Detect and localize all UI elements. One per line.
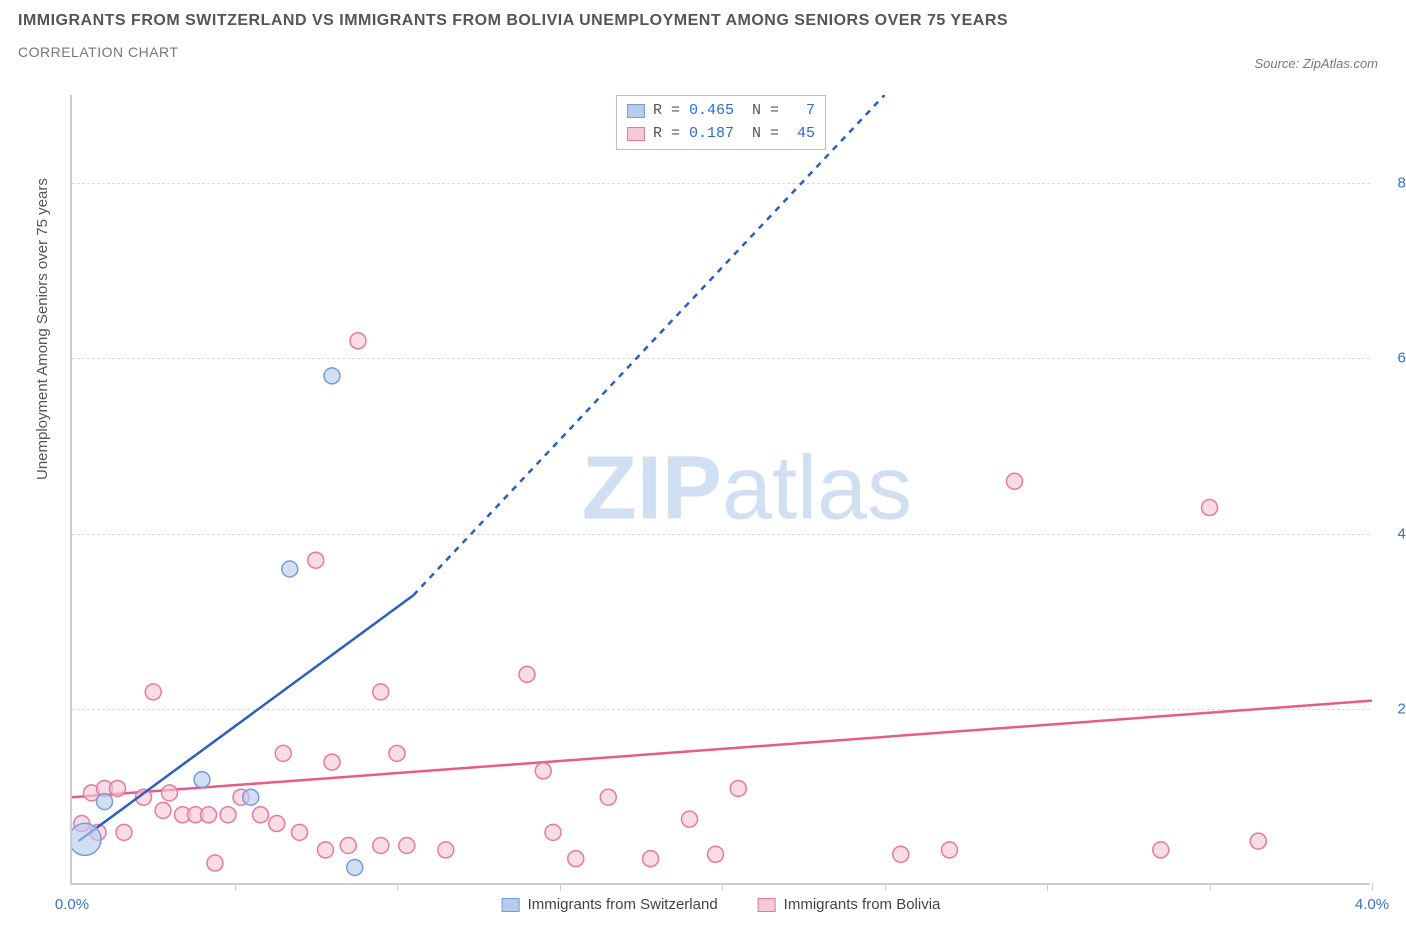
legend-series: Immigrants from Switzerland Immigrants fr… xyxy=(502,896,941,913)
source-attribution: Source: ZipAtlas.com xyxy=(1254,56,1378,71)
data-point xyxy=(893,846,909,862)
chart-subtitle: CORRELATION CHART xyxy=(18,44,1008,60)
data-point xyxy=(308,552,324,568)
data-point xyxy=(347,859,363,875)
data-point xyxy=(275,745,291,761)
regression-line xyxy=(72,701,1372,798)
legend-swatch xyxy=(627,127,645,141)
legend-swatch xyxy=(758,898,776,912)
data-point xyxy=(1250,833,1266,849)
data-point xyxy=(116,824,132,840)
data-point xyxy=(324,368,340,384)
data-point xyxy=(682,811,698,827)
chart-area: ZIPatlas R = 0.465 N = 7R = 0.187 N = 45… xyxy=(70,95,1370,885)
data-point xyxy=(97,794,113,810)
y-tick-label: 40.0% xyxy=(1380,525,1406,542)
x-tick-label: 4.0% xyxy=(1355,896,1389,913)
chart-title: IMMIGRANTS FROM SWITZERLAND VS IMMIGRANT… xyxy=(18,12,1008,30)
chart-header: IMMIGRANTS FROM SWITZERLAND VS IMMIGRANT… xyxy=(18,12,1008,60)
legend-label: Immigrants from Switzerland xyxy=(528,896,718,913)
y-tick-label: 20.0% xyxy=(1380,701,1406,718)
legend-item: Immigrants from Switzerland xyxy=(502,896,718,913)
legend-stats: R = 0.465 N = 7R = 0.187 N = 45 xyxy=(616,95,826,150)
data-point xyxy=(340,838,356,854)
data-point xyxy=(194,772,210,788)
y-tick-label: 60.0% xyxy=(1380,350,1406,367)
data-point xyxy=(243,789,259,805)
x-tick-label: 0.0% xyxy=(55,896,89,913)
data-point xyxy=(72,823,101,855)
data-point xyxy=(220,807,236,823)
plot-svg xyxy=(72,95,1372,885)
data-point xyxy=(643,851,659,867)
data-point xyxy=(389,745,405,761)
data-point xyxy=(399,838,415,854)
data-point xyxy=(568,851,584,867)
data-point xyxy=(162,785,178,801)
legend-stat-row: R = 0.187 N = 45 xyxy=(627,123,815,146)
data-point xyxy=(600,789,616,805)
legend-label: Immigrants from Bolivia xyxy=(784,896,941,913)
data-point xyxy=(438,842,454,858)
data-point xyxy=(207,855,223,871)
legend-stat-row: R = 0.465 N = 7 xyxy=(627,100,815,123)
x-tick xyxy=(1372,883,1373,891)
legend-stat-text: R = 0.465 N = 7 xyxy=(653,100,815,123)
data-point xyxy=(942,842,958,858)
data-point xyxy=(110,780,126,796)
data-point xyxy=(269,816,285,832)
legend-swatch xyxy=(627,104,645,118)
data-point xyxy=(201,807,217,823)
legend-swatch xyxy=(502,898,520,912)
legend-item: Immigrants from Bolivia xyxy=(758,896,941,913)
data-point xyxy=(708,846,724,862)
y-axis-label: Unemployment Among Seniors over 75 years xyxy=(34,178,51,480)
data-point xyxy=(282,561,298,577)
plot-region: ZIPatlas R = 0.465 N = 7R = 0.187 N = 45… xyxy=(70,95,1370,885)
data-point xyxy=(1153,842,1169,858)
data-point xyxy=(1202,500,1218,516)
data-point xyxy=(730,780,746,796)
data-point xyxy=(535,763,551,779)
data-point xyxy=(519,666,535,682)
data-point xyxy=(324,754,340,770)
data-point xyxy=(253,807,269,823)
data-point xyxy=(1007,473,1023,489)
y-tick-label: 80.0% xyxy=(1380,174,1406,191)
data-point xyxy=(373,684,389,700)
data-point xyxy=(373,838,389,854)
data-point xyxy=(318,842,334,858)
data-point xyxy=(350,333,366,349)
data-point xyxy=(292,824,308,840)
data-point xyxy=(155,802,171,818)
data-point xyxy=(545,824,561,840)
data-point xyxy=(145,684,161,700)
legend-stat-text: R = 0.187 N = 45 xyxy=(653,123,815,146)
regression-line xyxy=(413,95,884,595)
